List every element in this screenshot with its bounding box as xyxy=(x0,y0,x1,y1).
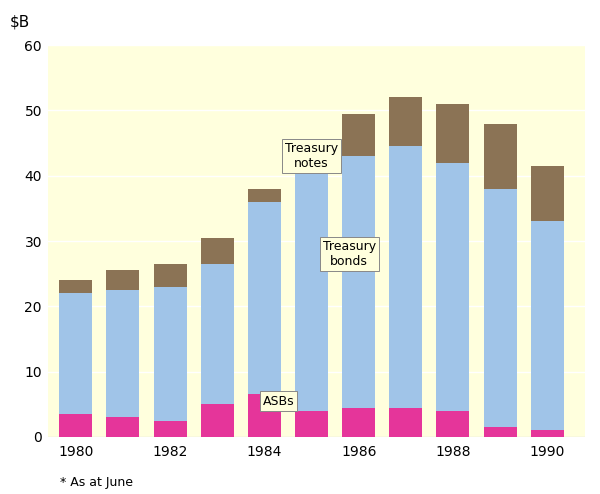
Bar xyxy=(201,404,234,437)
Bar xyxy=(106,290,139,417)
Text: * As at June: * As at June xyxy=(60,476,133,489)
Bar xyxy=(106,270,139,290)
Bar xyxy=(436,411,469,437)
Bar xyxy=(201,264,234,404)
Bar xyxy=(484,189,517,427)
Bar xyxy=(201,238,234,264)
Bar xyxy=(342,114,375,156)
Bar xyxy=(59,280,92,293)
Bar xyxy=(59,414,92,437)
Bar xyxy=(59,293,92,414)
Bar xyxy=(248,202,281,395)
Bar xyxy=(389,146,422,408)
Bar xyxy=(295,143,328,163)
Bar xyxy=(531,221,564,430)
Bar xyxy=(248,189,281,202)
Bar xyxy=(484,427,517,437)
Bar xyxy=(436,163,469,411)
Bar xyxy=(295,411,328,437)
Bar xyxy=(389,97,422,146)
Bar xyxy=(342,156,375,408)
Bar xyxy=(389,408,422,437)
Text: $B: $B xyxy=(10,14,30,30)
Text: Treasury
bonds: Treasury bonds xyxy=(323,240,376,268)
Bar xyxy=(154,287,187,420)
Text: ASBs: ASBs xyxy=(263,395,295,408)
Bar xyxy=(531,430,564,437)
Bar xyxy=(295,163,328,411)
Bar xyxy=(436,104,469,163)
Bar xyxy=(248,395,281,437)
Bar xyxy=(154,420,187,437)
Bar xyxy=(154,264,187,287)
Text: Treasury
notes: Treasury notes xyxy=(285,142,338,170)
Bar xyxy=(342,408,375,437)
Bar xyxy=(106,417,139,437)
Bar xyxy=(531,166,564,221)
Bar xyxy=(484,124,517,189)
